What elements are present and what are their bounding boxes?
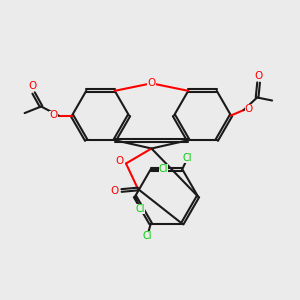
Text: O: O (28, 81, 36, 92)
Text: O: O (116, 156, 124, 166)
Text: O: O (111, 185, 119, 196)
Text: Cl: Cl (183, 153, 192, 163)
Text: Cl: Cl (142, 231, 152, 242)
Text: Cl: Cl (136, 203, 145, 214)
Text: Cl: Cl (159, 164, 168, 174)
Text: O: O (49, 110, 58, 121)
Text: O: O (244, 103, 253, 114)
Text: O: O (254, 70, 263, 81)
Text: O: O (147, 78, 156, 88)
